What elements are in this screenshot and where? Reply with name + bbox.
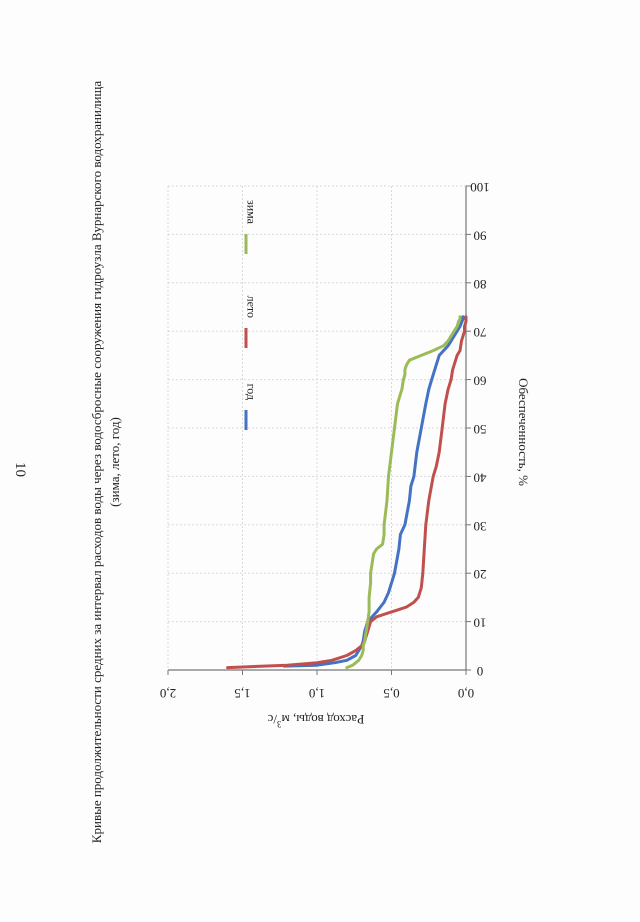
- x-axis-title: Обеспеченность, %: [516, 378, 531, 486]
- y-tick-label: 0,5: [383, 686, 399, 701]
- legend-item-year: год: [244, 384, 258, 430]
- x-tick-label: 70: [474, 325, 487, 340]
- axes: [167, 185, 471, 675]
- series-lines: [226, 315, 468, 670]
- x-tick-label: 40: [474, 470, 487, 485]
- y-tick-label: 1,5: [234, 686, 250, 701]
- y-tick-label: 1,0: [309, 686, 325, 701]
- legend-item-summer: лето: [244, 296, 258, 348]
- y-tick-label: 2,0: [160, 686, 176, 701]
- series-winter-line: [345, 315, 462, 670]
- x-tick-label: 0: [477, 664, 484, 679]
- series-summer-line: [226, 315, 468, 670]
- x-tick-label: 100: [470, 180, 490, 195]
- x-tick-label: 60: [474, 374, 487, 389]
- x-tick-label: 10: [474, 616, 487, 631]
- series-year-line: [282, 315, 465, 668]
- chart-subtitle: (зима, лето, год): [107, 417, 122, 507]
- grid-lines: [167, 185, 466, 670]
- legend-label: год: [244, 384, 258, 400]
- legend: год лето зима: [244, 200, 258, 430]
- legend-label: зима: [244, 200, 258, 225]
- x-tick-label: 90: [474, 228, 487, 243]
- chart-labels: 0 10 20 30 40 50 60 70 80 90 100 0,0 0,5 1,0 1,5 2,0 Рас…: [89, 81, 531, 844]
- x-tick-label: 50: [474, 422, 487, 437]
- chart-title: Кривые продолжительности средних за инте…: [89, 81, 104, 844]
- y-axis-title: Расход воды, м3/с: [267, 712, 364, 729]
- legend-item-winter: зима: [244, 200, 258, 254]
- legend-label: лето: [244, 296, 258, 318]
- x-tick-label: 20: [474, 567, 487, 582]
- y-tick-label: 0,0: [458, 686, 474, 701]
- x-tick-label: 80: [474, 277, 487, 292]
- x-tick-label: 30: [474, 519, 487, 534]
